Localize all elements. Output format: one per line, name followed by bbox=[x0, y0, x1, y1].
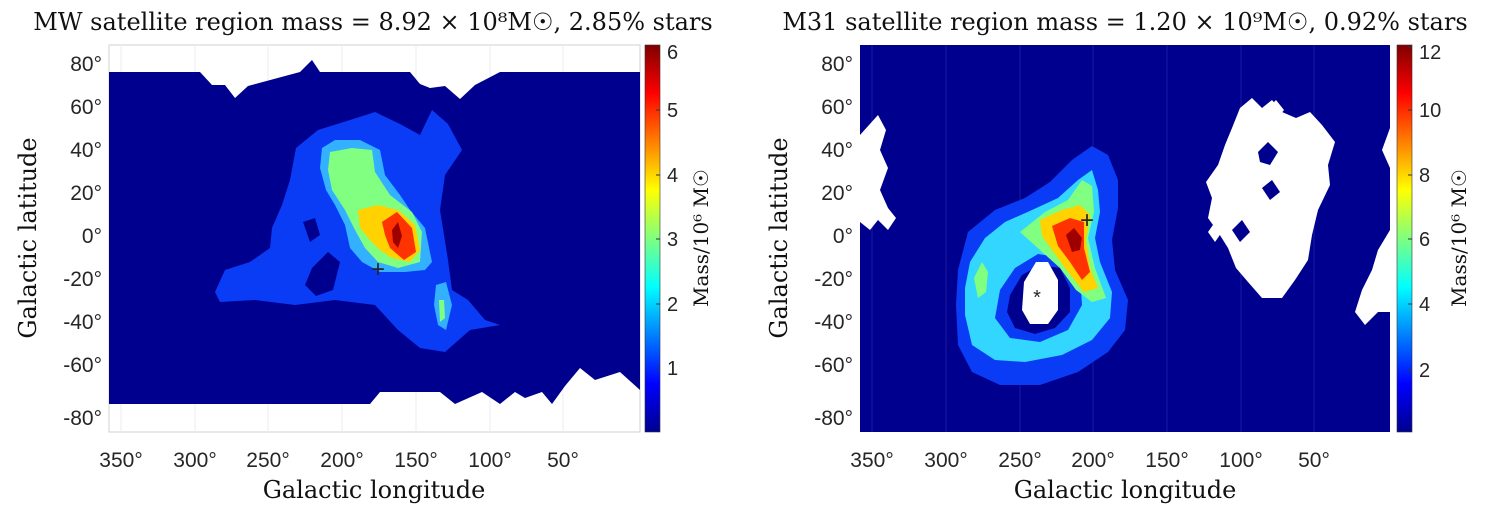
m31-ytick: 60° bbox=[821, 96, 853, 119]
m31-xtick: 300° bbox=[924, 449, 967, 472]
mw-xtick: 300° bbox=[173, 449, 216, 472]
m31-cbtick: 8 bbox=[1419, 165, 1430, 187]
mw-xtick: 100° bbox=[468, 449, 511, 472]
mw-ytick: -60° bbox=[63, 354, 102, 377]
m31-ytick: -40° bbox=[814, 311, 853, 334]
mw-xtick: 50° bbox=[547, 449, 579, 472]
m31-cbtick: 6 bbox=[1419, 229, 1430, 251]
mw-xlabel: Galactic longitude bbox=[263, 476, 486, 504]
m31-contours bbox=[860, 98, 1390, 385]
m31-panel: M31 satellite region mass = 1.20 × 10⁹M☉… bbox=[765, 8, 1471, 504]
mw-panel: MW satellite region mass = 8.92 × 10⁸M☉,… bbox=[14, 8, 713, 504]
m31-xlabel: Galactic longitude bbox=[1014, 476, 1237, 504]
mw-ytick: -40° bbox=[63, 311, 102, 334]
mw-ytick: -20° bbox=[63, 268, 102, 291]
mw-ytick: 80° bbox=[70, 53, 102, 76]
m31-white-right-edge bbox=[1355, 128, 1390, 325]
m31-cbtick: 2 bbox=[1419, 360, 1430, 382]
mw-ytick: -80° bbox=[63, 407, 102, 430]
m31-ytick: -60° bbox=[814, 354, 853, 377]
m31-xtick: 150° bbox=[1145, 449, 1188, 472]
m31-xtick: 50° bbox=[1298, 449, 1330, 472]
mw-xtick: 150° bbox=[394, 449, 437, 472]
mw-cbtick: 4 bbox=[667, 165, 678, 187]
mw-ytick: 0° bbox=[82, 225, 102, 248]
m31-y-ticks: 80° 60° 40° 20° 0° -20° -40° -60° -80° bbox=[814, 53, 853, 430]
mw-ytick: 20° bbox=[70, 182, 102, 205]
m31-white-left bbox=[860, 115, 896, 230]
m31-white-blob-hole bbox=[1232, 142, 1280, 242]
m31-title: M31 satellite region mass = 1.20 × 10⁹M☉… bbox=[782, 8, 1467, 36]
mw-colorbar-labels: 1 2 3 4 5 6 bbox=[667, 42, 678, 380]
m31-ytick: 20° bbox=[821, 182, 853, 205]
m31-ylabel: Galactic latitude bbox=[765, 137, 793, 338]
mw-sun-marker: + bbox=[371, 256, 385, 283]
mw-xtick: 350° bbox=[99, 449, 142, 472]
mw-hole-1 bbox=[303, 218, 340, 296]
mw-xtick: 200° bbox=[320, 449, 363, 472]
mw-ytick: 60° bbox=[70, 96, 102, 119]
m31-cbtick: 10 bbox=[1419, 100, 1441, 122]
mw-colorbar-ticks bbox=[656, 109, 660, 369]
m31-xtick: 250° bbox=[998, 449, 1041, 472]
m31-level-6 bbox=[1066, 228, 1082, 252]
m31-white-core bbox=[1022, 262, 1058, 324]
m31-ytick: 0° bbox=[833, 225, 853, 248]
m31-ytick: 40° bbox=[821, 139, 853, 162]
mw-x-ticks: 350° 300° 250° 200° 150° 100° 50° bbox=[99, 449, 579, 472]
mw-cbtick: 3 bbox=[667, 229, 678, 251]
m31-level-3-left bbox=[974, 262, 988, 298]
mw-title: MW satellite region mass = 8.92 × 10⁸M☉,… bbox=[33, 8, 712, 36]
m31-ytick: -20° bbox=[814, 268, 853, 291]
m31-xtick: 100° bbox=[1219, 449, 1262, 472]
mw-level-6 bbox=[392, 222, 402, 248]
m31-sun-marker: + bbox=[1080, 207, 1094, 234]
m31-colorbar-label: Mass/10⁶ M☉ bbox=[1447, 169, 1471, 307]
m31-x-ticks: 350° 300° 250° 200° 150° 100° 50° bbox=[850, 449, 1330, 472]
mw-ylabel: Galactic latitude bbox=[14, 137, 42, 338]
m31-white-blob-islands bbox=[1208, 100, 1284, 242]
mw-ytick: 40° bbox=[70, 139, 102, 162]
m31-cbtick: 4 bbox=[1419, 294, 1430, 316]
mw-xtick: 250° bbox=[246, 449, 289, 472]
m31-ytick: 80° bbox=[821, 53, 853, 76]
m31-ytick: -80° bbox=[814, 407, 853, 430]
mw-y-ticks: 80° 60° 40° 20° 0° -20° -40° -60° -80° bbox=[63, 53, 102, 430]
mw-cbtick: 1 bbox=[667, 358, 678, 380]
m31-colorbar-labels: 2 4 6 8 10 12 bbox=[1419, 42, 1441, 382]
mw-cbtick: 2 bbox=[667, 294, 678, 316]
mw-blob-lower-core bbox=[439, 300, 445, 322]
m31-xtick: 350° bbox=[850, 449, 893, 472]
mw-cbtick: 5 bbox=[667, 100, 678, 122]
mw-contours bbox=[109, 60, 640, 404]
m31-xtick: 200° bbox=[1071, 449, 1114, 472]
mw-cbtick: 6 bbox=[667, 42, 678, 64]
m31-galaxy-marker: * bbox=[1033, 287, 1041, 309]
mw-colorbar-label: Mass/10⁶ M☉ bbox=[689, 169, 713, 307]
m31-cbtick: 12 bbox=[1419, 42, 1441, 64]
m31-colorbar-ticks bbox=[1408, 46, 1412, 371]
